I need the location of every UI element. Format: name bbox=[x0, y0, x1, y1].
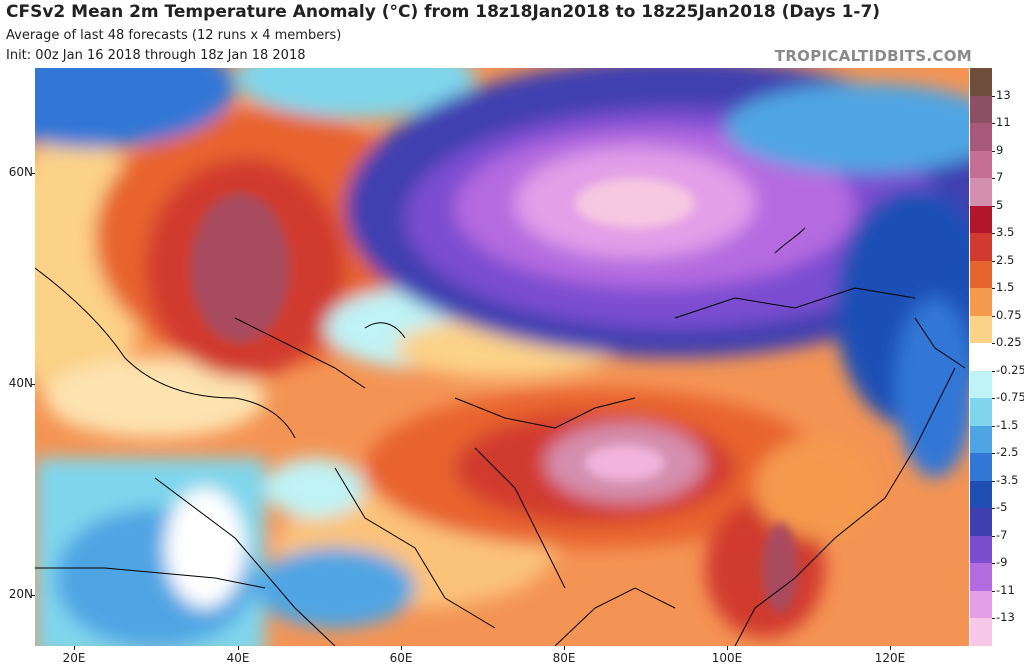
colorbar-tick bbox=[992, 233, 995, 235]
lon-label-80e: 80E bbox=[552, 651, 576, 665]
map-subtitle: Average of last 48 forecasts (12 runs x … bbox=[6, 28, 342, 43]
lon-label-40e: 40E bbox=[226, 651, 250, 665]
colorbar-segment bbox=[970, 425, 992, 454]
colorbar-tick bbox=[992, 480, 995, 482]
colorbar-tick bbox=[992, 618, 995, 620]
colorbar-label: 0.75 bbox=[996, 307, 1022, 322]
colorbar-segment bbox=[970, 205, 992, 234]
colorbar-tick bbox=[992, 453, 995, 455]
colorbar-segment bbox=[970, 178, 992, 207]
colorbar-segment bbox=[970, 288, 992, 317]
colorbar-tick bbox=[992, 508, 995, 510]
colorbar-tick bbox=[992, 205, 995, 207]
colorbar-label: -9 bbox=[996, 555, 1008, 570]
lat-label-20n: 20N bbox=[8, 587, 33, 601]
lon-tick bbox=[238, 646, 239, 650]
colorbar-segment bbox=[970, 315, 992, 344]
colorbar-tick bbox=[992, 563, 995, 565]
colorbar-tick bbox=[992, 370, 995, 372]
colorbar-tick bbox=[992, 398, 995, 400]
anomaly-field bbox=[35, 68, 969, 646]
lon-label-120e: 120E bbox=[874, 651, 906, 665]
colorbar-segment bbox=[970, 563, 992, 592]
lon-label-100e: 100E bbox=[711, 651, 743, 665]
lon-tick bbox=[74, 646, 75, 650]
lat-tick bbox=[31, 173, 35, 174]
colorbar-segment bbox=[970, 453, 992, 482]
colorbar-tick bbox=[992, 95, 995, 97]
colorbar-label: -13 bbox=[996, 610, 1015, 625]
colorbar-label: 11 bbox=[996, 115, 1011, 130]
temperature-anomaly-map[interactable] bbox=[35, 68, 969, 646]
colorbar-label: -2.5 bbox=[996, 445, 1019, 460]
brand-watermark: TROPICALTIDBITS.COM bbox=[774, 47, 972, 65]
lat-label-60n: 60N bbox=[8, 165, 33, 179]
colorbar-label: 1.5 bbox=[996, 280, 1015, 295]
lon-tick bbox=[727, 646, 728, 650]
lon-label-20e: 20E bbox=[62, 651, 86, 665]
colorbar-label: -1.5 bbox=[996, 417, 1019, 432]
init-time-label: Init: 00z Jan 16 2018 through 18z Jan 18… bbox=[6, 48, 306, 63]
colorbar-tick bbox=[992, 343, 995, 345]
warm-core-tibet bbox=[585, 445, 665, 481]
lat-tick bbox=[31, 384, 35, 385]
lat-tick bbox=[31, 595, 35, 596]
lon-tick bbox=[401, 646, 402, 650]
colorbar-segment bbox=[970, 370, 992, 399]
colorbar-tick bbox=[992, 288, 995, 290]
colorbar-segment bbox=[970, 590, 992, 619]
colorbar-tick bbox=[992, 150, 995, 152]
colorbar-segment bbox=[970, 618, 992, 647]
colorbar-label: -11 bbox=[996, 582, 1015, 597]
colorbar-label: 7 bbox=[996, 170, 1004, 185]
colorbar-tick bbox=[992, 178, 995, 180]
colorbar-tick bbox=[992, 315, 995, 317]
colorbar-tick bbox=[992, 123, 995, 125]
lon-tick bbox=[564, 646, 565, 650]
colorbar-segment bbox=[970, 150, 992, 179]
colorbar-label: -0.75 bbox=[996, 390, 1024, 405]
colorbar-label: 13 bbox=[996, 87, 1011, 102]
colorbar-tick bbox=[992, 590, 995, 592]
warm-core-russia bbox=[190, 193, 290, 343]
colorbar-tick bbox=[992, 535, 995, 537]
colorbar-segment bbox=[970, 260, 992, 289]
colorbar-label: -0.25 bbox=[996, 362, 1024, 377]
colorbar-segment bbox=[970, 480, 992, 509]
lon-tick bbox=[890, 646, 891, 650]
colorbar-segment bbox=[970, 123, 992, 152]
lat-label-40n: 40N bbox=[8, 376, 33, 390]
colorbar-label: -3.5 bbox=[996, 472, 1019, 487]
colorbar-label: 2.5 bbox=[996, 252, 1015, 267]
cold-core-siberia bbox=[575, 178, 695, 228]
map-title: CFSv2 Mean 2m Temperature Anomaly (°C) f… bbox=[6, 2, 881, 22]
colorbar-label: -7 bbox=[996, 527, 1008, 542]
colorbar-tick bbox=[992, 425, 995, 427]
colorbar-label: 3.5 bbox=[996, 225, 1015, 240]
colorbar bbox=[970, 68, 992, 647]
colorbar-label: -5 bbox=[996, 500, 1008, 515]
colorbar-label: 0.25 bbox=[996, 335, 1022, 350]
lon-label-60e: 60E bbox=[389, 651, 413, 665]
colorbar-segment bbox=[970, 343, 992, 372]
colorbar-segment bbox=[970, 398, 992, 427]
colorbar-segment bbox=[970, 508, 992, 537]
colorbar-segment bbox=[970, 68, 992, 97]
colorbar-segment bbox=[970, 95, 992, 124]
colorbar-segment bbox=[970, 233, 992, 262]
colorbar-segment bbox=[970, 535, 992, 564]
colorbar-tick bbox=[992, 260, 995, 262]
coastlines bbox=[35, 227, 966, 646]
colorbar-label: 5 bbox=[996, 197, 1004, 212]
colorbar-label: 9 bbox=[996, 142, 1004, 157]
